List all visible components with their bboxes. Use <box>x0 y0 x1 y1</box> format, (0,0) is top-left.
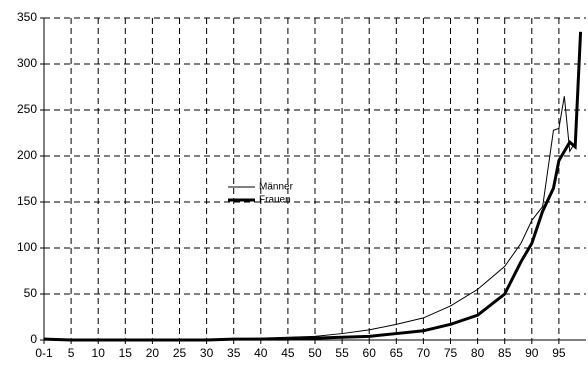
legend-label: Männer <box>259 182 294 193</box>
x-tick-label: 50 <box>308 346 322 360</box>
x-tick-label: 5 <box>68 346 75 360</box>
x-tick-label: 95 <box>552 346 566 360</box>
x-tick-label: 85 <box>498 346 512 360</box>
x-tick-label: 25 <box>173 346 187 360</box>
x-tick-label: 80 <box>471 346 485 360</box>
y-tick-label: 100 <box>17 240 37 254</box>
x-tick-label: 40 <box>254 346 268 360</box>
x-tick-label: 70 <box>417 346 431 360</box>
x-tick-label: 75 <box>444 346 458 360</box>
x-tick-label: 45 <box>281 346 295 360</box>
y-tick-label: 150 <box>17 194 37 208</box>
x-tick-label: 20 <box>146 346 160 360</box>
y-tick-label: 350 <box>17 10 37 24</box>
y-tick-label: 200 <box>17 148 37 162</box>
x-tick-label: 55 <box>335 346 349 360</box>
x-tick-label: 35 <box>227 346 241 360</box>
y-tick-label: 50 <box>24 286 38 300</box>
x-tick-label: 60 <box>363 346 377 360</box>
series-line <box>43 96 576 341</box>
y-tick-label: 250 <box>17 102 37 116</box>
series-line <box>43 31 583 342</box>
x-tick-label: 0-1 <box>35 346 53 360</box>
x-tick-label: 90 <box>525 346 539 360</box>
x-tick-label: 65 <box>390 346 404 360</box>
x-tick-label: 15 <box>119 346 133 360</box>
x-tick-label: 10 <box>92 346 106 360</box>
y-tick-label: 0 <box>30 332 37 346</box>
y-tick-label: 300 <box>17 56 37 70</box>
x-tick-label: 30 <box>200 346 214 360</box>
legend-label: Frauen <box>259 195 291 206</box>
